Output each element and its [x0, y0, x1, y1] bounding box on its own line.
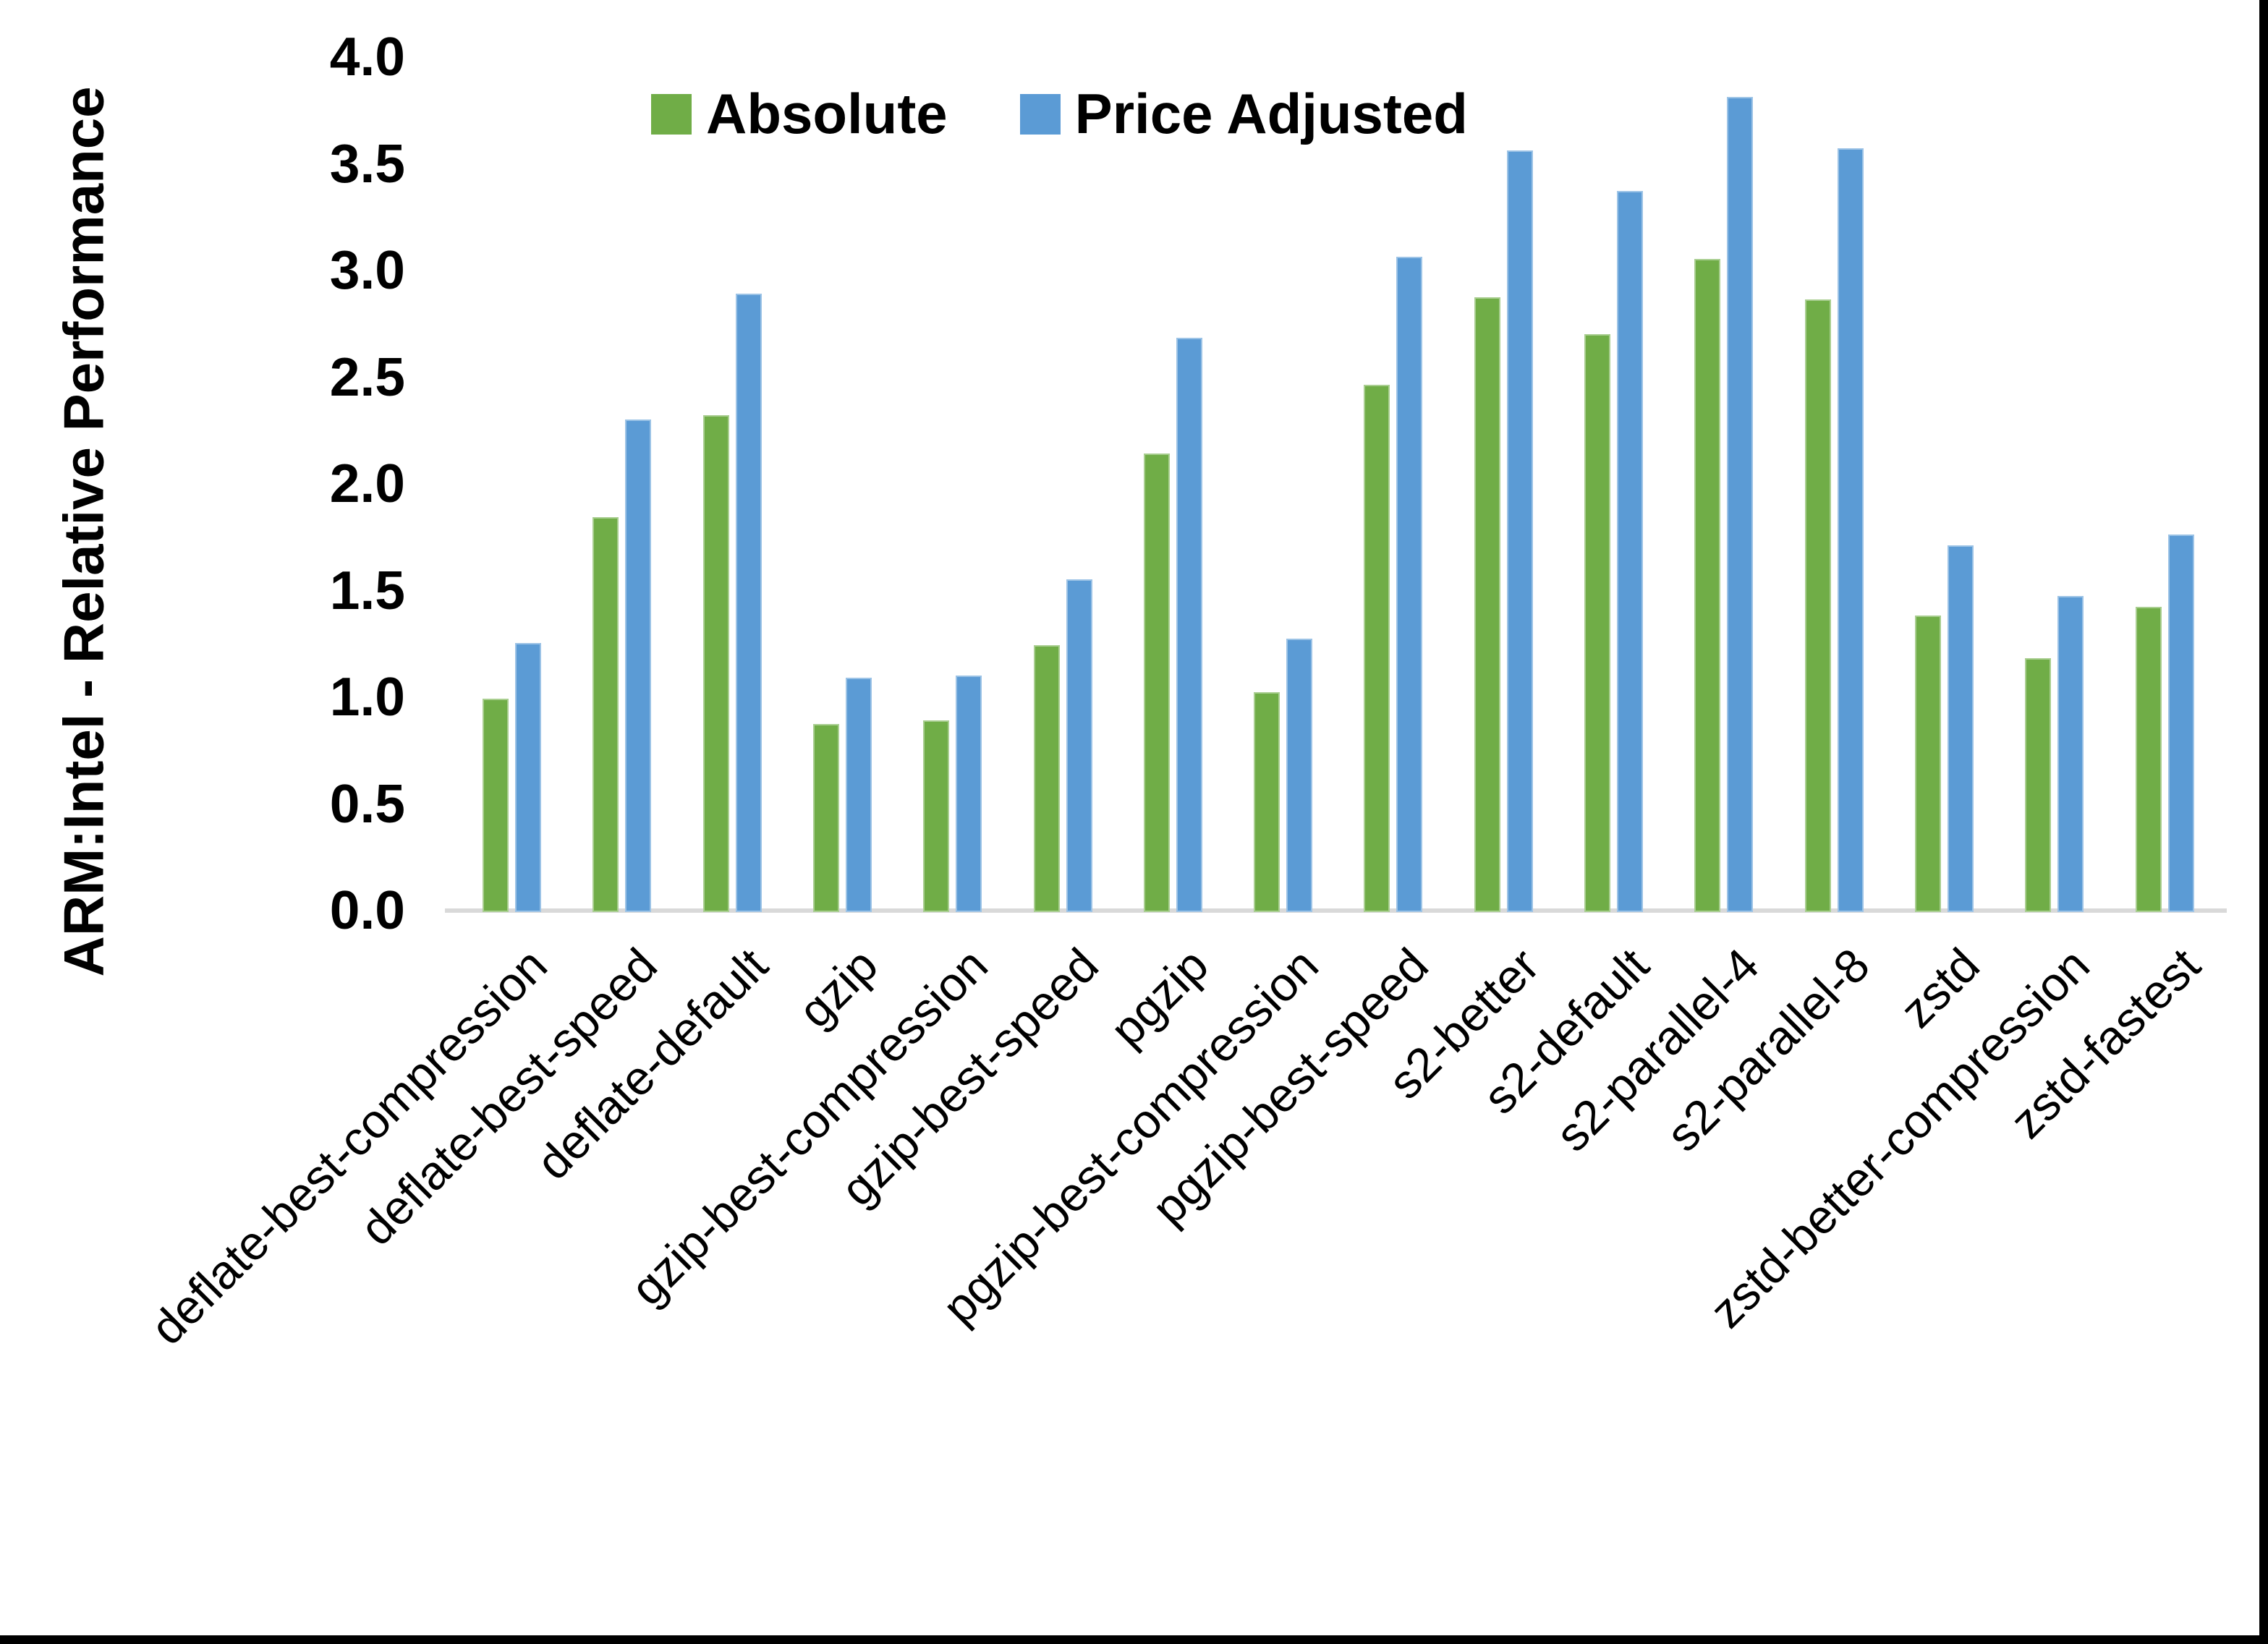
y-tick-label: 3.5	[329, 132, 405, 194]
y-tick-label: 4.0	[329, 26, 405, 87]
absolute-bar-s2-parallel-8	[1804, 299, 1831, 912]
absolute-bar-s2-parallel-4	[1694, 259, 1721, 912]
y-tick-label: 3.0	[329, 239, 405, 300]
price-adjusted-bar-s2-better	[1506, 150, 1533, 912]
legend-swatch-icon	[1019, 93, 1061, 135]
price-adjusted-bar-s2-parallel-8	[1837, 148, 1864, 912]
absolute-bar-zstd-fastest	[2135, 607, 2162, 912]
y-tick-label: 2.5	[329, 346, 405, 407]
absolute-bar-s2-better	[1474, 297, 1500, 912]
y-tick-label: 0.5	[329, 772, 405, 834]
legend: Absolute Price Adjusted	[651, 81, 1468, 147]
legend-label: Price Adjusted	[1074, 82, 1468, 145]
price-adjusted-bar-gzip-best-compression	[956, 675, 982, 912]
legend-swatch-icon	[651, 93, 692, 135]
price-adjusted-bar-zstd-fastest	[2167, 534, 2194, 912]
price-adjusted-bar-deflate-default	[735, 293, 762, 912]
absolute-bar-pgzip	[1143, 453, 1170, 912]
absolute-bar-pgzip-best-speed	[1364, 385, 1390, 912]
absolute-bar-deflate-best-speed	[593, 517, 619, 912]
price-adjusted-bar-gzip-best-speed	[1066, 579, 1092, 912]
legend-label: Absolute	[706, 82, 948, 145]
price-adjusted-bar-pgzip-best-compression	[1286, 639, 1313, 912]
y-tick-label: 1.0	[329, 666, 405, 727]
absolute-bar-gzip-best-compression	[923, 720, 950, 912]
price-adjusted-bar-zstd-better-compression	[2057, 596, 2084, 912]
absolute-bar-gzip-best-speed	[1033, 645, 1060, 912]
legend-item: Price Adjusted	[1019, 81, 1468, 147]
price-adjusted-bar-deflate-best-speed	[625, 419, 652, 912]
price-adjusted-bar-pgzip-best-speed	[1396, 257, 1423, 912]
x-axis-line	[445, 908, 2227, 913]
absolute-bar-zstd-better-compression	[2025, 657, 2052, 912]
absolute-bar-s2-default	[1584, 333, 1610, 912]
absolute-bar-pgzip-best-compression	[1254, 692, 1280, 912]
price-adjusted-bar-s2-default	[1617, 190, 1643, 912]
price-adjusted-bar-gzip	[845, 677, 872, 912]
price-adjusted-bar-s2-parallel-4	[1727, 97, 1754, 912]
price-adjusted-bar-deflate-best-compression	[515, 643, 541, 912]
absolute-bar-zstd	[1914, 615, 1941, 912]
legend-item: Absolute	[651, 81, 948, 147]
price-adjusted-bar-pgzip	[1176, 338, 1202, 912]
absolute-bar-gzip	[812, 724, 839, 912]
y-tick-label: 1.5	[329, 559, 405, 621]
absolute-bar-deflate-best-compression	[483, 699, 509, 912]
y-tick-label: 2.0	[329, 453, 405, 514]
absolute-bar-deflate-default	[702, 414, 729, 912]
y-tick-label: 0.0	[329, 880, 405, 940]
price-adjusted-bar-zstd	[1947, 545, 1974, 912]
